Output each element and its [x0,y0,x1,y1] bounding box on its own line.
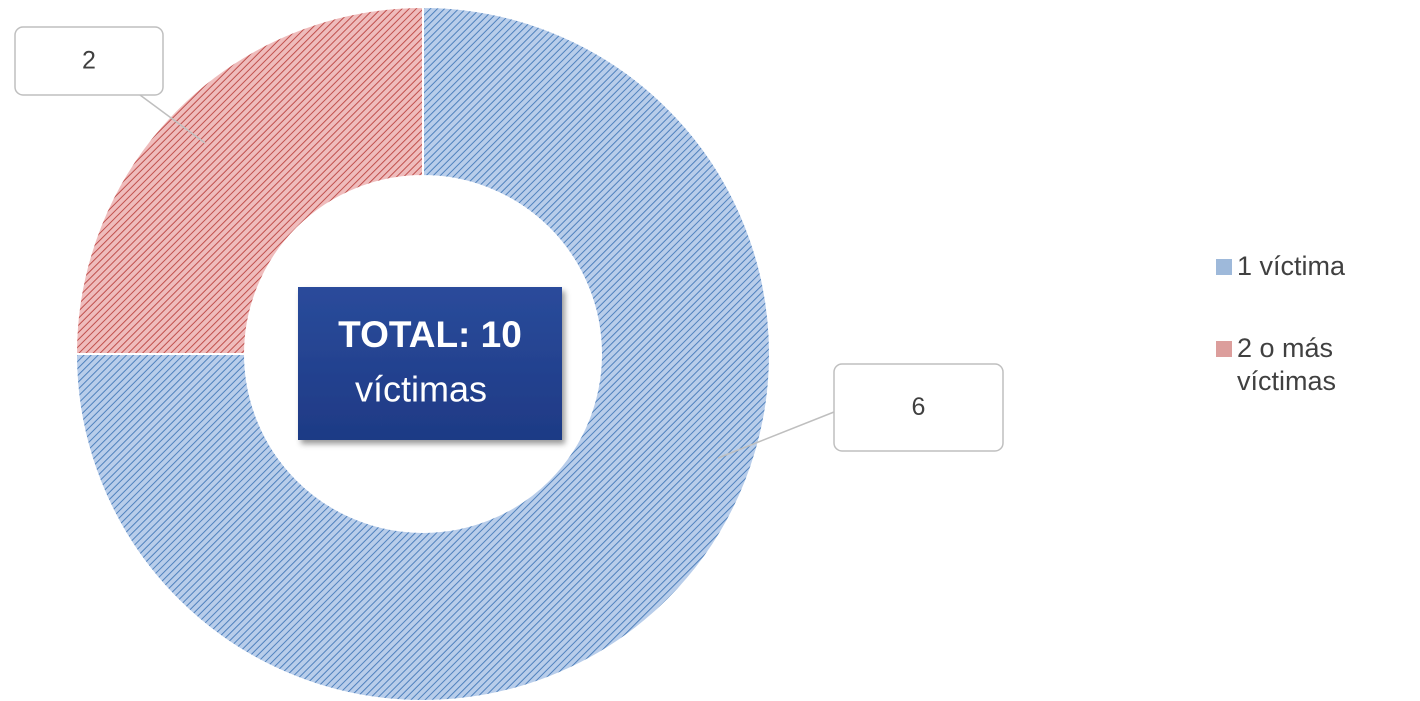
donut-slice [74,5,424,355]
leader-line [139,94,206,144]
data-label: 6 [912,393,926,421]
legend-item: 2 o más víctimas [1216,332,1402,398]
legend-swatch [1216,259,1232,275]
donut-slice [74,5,771,701]
legend-label: 2 o más víctimas [1237,333,1337,396]
total-label: TOTAL: 10 [338,314,522,355]
leader-line [717,411,835,459]
label-box [833,363,1004,452]
total-unit: víctimas [355,369,487,410]
data-label: 2 [82,47,96,75]
legend-item: 1 víctima [1216,250,1402,283]
total-box [298,287,562,440]
label-box [14,26,164,96]
legend-swatch [1216,341,1232,357]
legend-label: 1 víctima [1237,251,1346,281]
